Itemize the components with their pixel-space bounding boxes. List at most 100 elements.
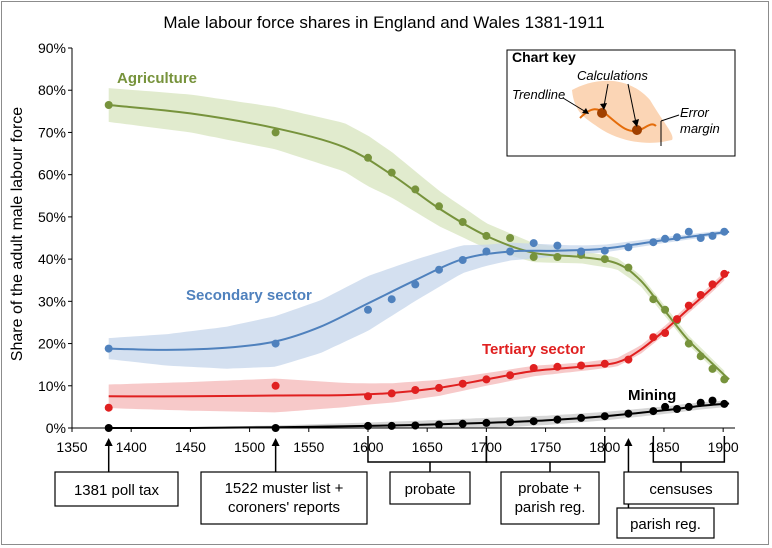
series-label-secondary: Secondary sector <box>186 287 312 304</box>
point-tertiary-sector-16 <box>673 315 681 324</box>
point-agriculture-18 <box>696 352 705 361</box>
point-agriculture-7 <box>482 231 491 240</box>
y-tick-label-9: 90% <box>38 40 66 56</box>
source-label-1522-muster-list-coroners-reports-1: coroners' reports <box>228 499 340 516</box>
chart-key-arrowhead-3 <box>582 108 589 114</box>
point-secondary-sector-19 <box>708 231 717 240</box>
point-mining-3 <box>387 421 396 430</box>
point-mining-10 <box>553 415 562 424</box>
point-tertiary-sector-6 <box>458 379 467 388</box>
y-axis-label: Share of the adult male labour force <box>9 107 26 361</box>
point-agriculture-15 <box>661 305 670 314</box>
chart-key-trendline <box>579 108 657 132</box>
point-secondary-sector-2 <box>364 305 372 314</box>
x-tick-label-4: 1550 <box>293 439 324 455</box>
point-agriculture-20 <box>720 375 729 384</box>
point-tertiary-sector-2 <box>364 392 372 401</box>
point-secondary-sector-7 <box>482 247 491 256</box>
chart-title: Male labour force shares in England and … <box>163 13 604 32</box>
point-mining-8 <box>506 418 515 427</box>
y-tick-label-3: 30% <box>38 293 66 309</box>
source-box-probate <box>389 471 471 505</box>
point-secondary-sector-11 <box>577 247 586 256</box>
y-tick-label-2: 20% <box>38 336 66 352</box>
source-boxes: 1381 poll tax 1522 muster list + coroners'… <box>54 436 739 539</box>
source-box-censuses <box>623 471 739 505</box>
point-agriculture-3 <box>387 168 396 177</box>
point-agriculture-19 <box>708 364 717 373</box>
chart-key-arrow-2 <box>627 83 637 124</box>
point-secondary-sector-0 <box>104 344 113 353</box>
source-box-probate-parish-reg <box>500 471 600 525</box>
point-agriculture-10 <box>553 253 562 261</box>
point-tertiary-sector-11 <box>577 361 586 370</box>
point-mining-19 <box>708 396 717 405</box>
chart-key-arrowhead-2 <box>632 119 639 127</box>
point-mining-9 <box>529 417 538 426</box>
point-secondary-sector-10 <box>553 241 562 250</box>
point-mining-13 <box>624 409 633 418</box>
point-agriculture-0 <box>104 101 113 109</box>
source-arrowhead-1522-muster-list-coroners-reports <box>271 438 280 446</box>
source-label-probate: probate <box>405 481 456 498</box>
chart-key-trendline-label: Trendline <box>512 87 565 102</box>
source-label-probate-parish-reg-0: probate + <box>518 480 582 497</box>
point-secondary-sector-17 <box>684 227 693 236</box>
point-secondary-sector-16 <box>673 233 681 242</box>
point-secondary-sector-5 <box>435 265 443 274</box>
y-tick-label-4: 40% <box>38 251 66 267</box>
point-tertiary-sector-3 <box>387 389 396 398</box>
point-secondary-sector-20 <box>720 227 729 236</box>
source-label-1381-poll-tax: 1381 poll tax <box>74 482 160 499</box>
x-tick-label-1: 1400 <box>116 439 147 455</box>
point-mining-15 <box>661 402 670 411</box>
x-tick-label-3: 1500 <box>234 439 265 455</box>
point-tertiary-sector-5 <box>435 383 443 392</box>
chart-key-error-band <box>572 80 673 143</box>
chart-key-error-2: margin <box>680 121 720 136</box>
band-agriculture <box>108 88 725 380</box>
point-tertiary-sector-17 <box>684 301 693 310</box>
point-agriculture-14 <box>649 295 658 304</box>
point-agriculture-17 <box>684 339 693 348</box>
point-mining-12 <box>600 412 609 421</box>
chart-key-arrow-3 <box>562 97 587 113</box>
band-secondary-sector <box>108 230 725 369</box>
point-mining-6 <box>458 419 467 428</box>
point-agriculture-5 <box>435 202 443 211</box>
chart-key-calc-point-1 <box>597 108 607 118</box>
point-tertiary-sector-12 <box>600 359 609 368</box>
error-bands <box>108 88 725 428</box>
point-mining-11 <box>577 413 586 422</box>
point-tertiary-sector-18 <box>696 291 705 299</box>
point-tertiary-sector-9 <box>529 364 538 372</box>
y-tick-label-6: 60% <box>38 167 66 183</box>
point-secondary-sector-6 <box>458 256 467 264</box>
point-mining-5 <box>435 420 443 429</box>
chart-key-calc-point-2 <box>632 125 642 135</box>
point-agriculture-13 <box>624 263 633 272</box>
point-mining-7 <box>482 418 491 427</box>
x-tick-label-11: 1900 <box>708 439 739 455</box>
x-tick-label-10: 1850 <box>648 439 679 455</box>
source-label-censuses: censuses <box>649 481 712 498</box>
x-tick-label-6: 1650 <box>412 439 443 455</box>
source-arrowhead-1381-poll-tax <box>104 438 113 446</box>
chart-key-calculations: Calculations <box>577 68 648 83</box>
point-mining-20 <box>720 399 729 408</box>
chart-key: Chart key Calculations Trendline Error m… <box>506 49 736 157</box>
point-mining-14 <box>649 407 658 416</box>
series-label-agriculture: Agriculture <box>117 70 197 87</box>
chart-key-bracket <box>660 114 680 122</box>
y-tick-label-1: 10% <box>38 378 66 394</box>
x-tick-label-2: 1450 <box>175 439 206 455</box>
axes: 0% 10% 20% 30% 40% 50% 60% 70% 80% 90% 1350 1400 145… <box>38 40 739 455</box>
point-secondary-sector-3 <box>387 295 396 304</box>
y-tick-label-5: 50% <box>38 209 66 225</box>
chart-key-title: Chart key <box>512 49 576 65</box>
point-agriculture-12 <box>600 255 609 264</box>
point-agriculture-8 <box>506 234 515 242</box>
source-label-parish-reg: parish reg. <box>630 516 701 533</box>
point-secondary-sector-12 <box>600 246 609 255</box>
point-tertiary-sector-7 <box>482 375 491 384</box>
